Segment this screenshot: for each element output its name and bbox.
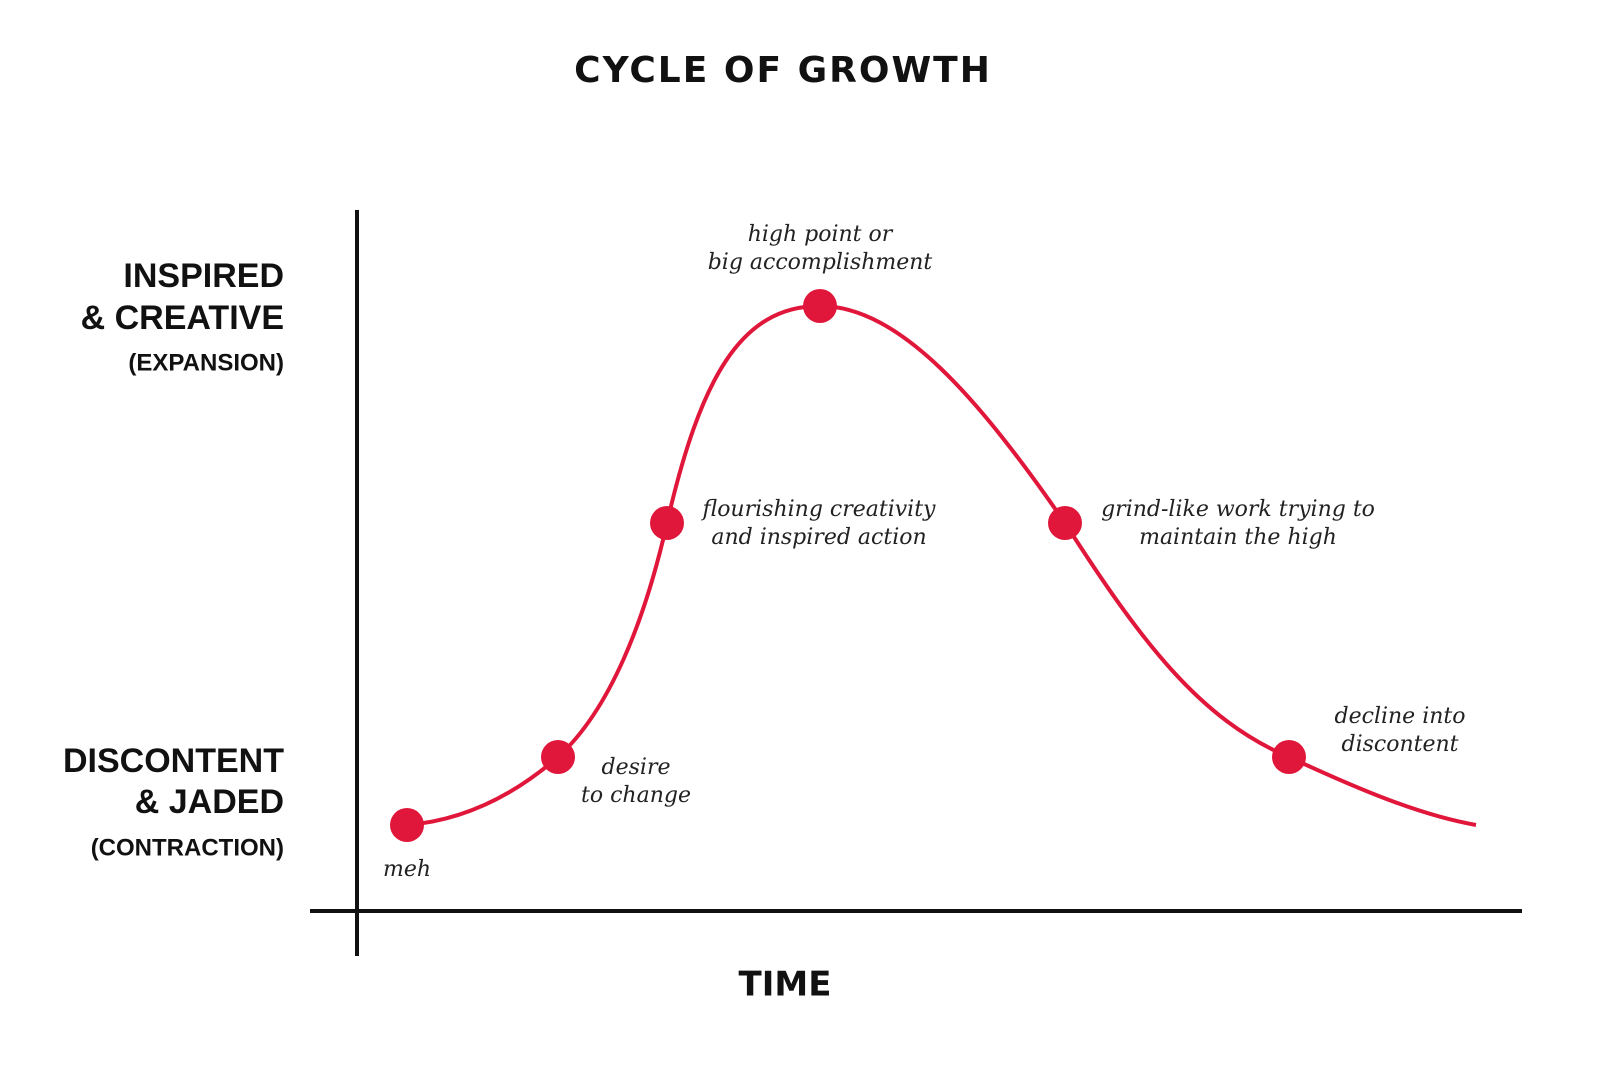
node-label: meh [383, 857, 431, 882]
node-label: discontent [1341, 732, 1458, 757]
node-dot [1272, 740, 1306, 774]
y-label: & JADED [135, 783, 284, 821]
node-label: maintain the high [1139, 525, 1337, 550]
y-label: INSPIRED [123, 257, 284, 295]
node-label: and inspired action [711, 525, 926, 550]
y-label: DISCONTENT [63, 742, 284, 780]
node-label: high point or [748, 222, 894, 247]
node-dot [650, 506, 684, 540]
x-label: TIME [739, 965, 832, 1005]
node-label: decline into [1335, 704, 1466, 729]
title: CYCLE OF GROWTH [574, 50, 992, 91]
node-label: to change [581, 783, 691, 808]
node-dot [541, 740, 575, 774]
y-sublabel: (CONTRACTION) [91, 834, 284, 861]
node-dot [803, 289, 837, 323]
y-sublabel: (EXPANSION) [128, 349, 284, 376]
node-label: big accomplishment [708, 250, 933, 275]
node-label: grind-like work trying to [1101, 497, 1375, 522]
node-dot [390, 808, 424, 842]
y-label: & CREATIVE [81, 299, 284, 337]
node-dot [1048, 506, 1082, 540]
node-label: flourishing creativity [701, 497, 937, 522]
node-label: desire [602, 755, 671, 780]
